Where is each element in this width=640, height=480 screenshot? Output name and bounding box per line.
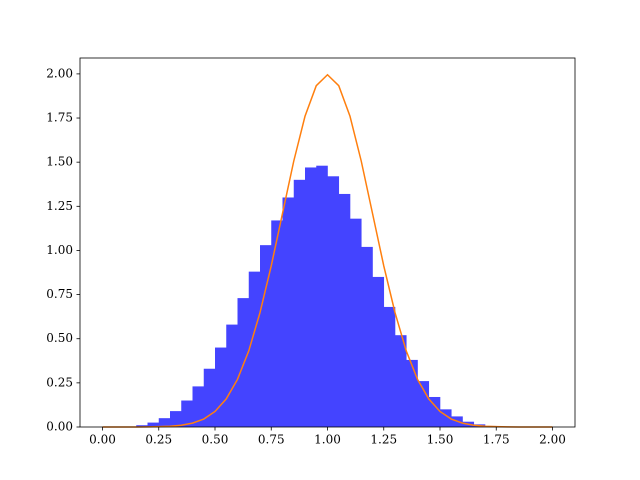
histogram-bar — [406, 359, 418, 427]
histogram-bar — [136, 425, 148, 427]
histogram-bar — [361, 246, 373, 427]
histogram-bar — [170, 411, 182, 427]
x-tick-label: 0.75 — [258, 433, 285, 447]
histogram-bar — [215, 347, 227, 427]
histogram-bar — [440, 409, 452, 427]
histogram-bar — [338, 193, 351, 427]
histogram-bar — [395, 335, 407, 427]
y-tick-label: 1.25 — [46, 199, 73, 213]
histogram-bar — [203, 368, 216, 427]
y-tick-label: 1.50 — [46, 155, 73, 169]
histogram-bar — [181, 400, 193, 427]
x-tick-label: 0.00 — [89, 433, 116, 447]
histogram-bar — [260, 245, 272, 427]
x-tick-label: 1.25 — [370, 433, 397, 447]
histogram-bar — [271, 220, 283, 427]
histogram-bar — [372, 276, 385, 427]
x-tick-label: 0.50 — [202, 433, 229, 447]
y-tick-label: 1.75 — [46, 111, 73, 125]
histogram-bar — [327, 176, 340, 427]
histogram-bar — [428, 396, 441, 427]
y-tick-label: 2.00 — [46, 66, 73, 80]
histogram-bar — [350, 218, 362, 427]
histogram-bar — [282, 197, 295, 427]
histogram-bar — [192, 386, 205, 427]
x-tick-label: 0.25 — [145, 433, 172, 447]
y-tick-label: 0.25 — [46, 375, 73, 389]
y-tick-label: 0.50 — [46, 331, 73, 345]
y-tick-label: 0.00 — [46, 420, 73, 434]
histogram-bar — [158, 418, 171, 427]
histogram-bar — [237, 298, 250, 427]
histogram-bar — [226, 324, 238, 427]
histogram-bar — [248, 271, 261, 427]
histogram-bar — [417, 381, 430, 427]
y-tick-label: 0.75 — [46, 287, 73, 301]
histogram-bar — [316, 165, 328, 428]
x-tick-label: 1.75 — [483, 433, 510, 447]
histogram-bar — [293, 179, 306, 427]
line — [102, 73, 553, 428]
histogram-bar — [147, 422, 160, 427]
x-tick-label: 1.50 — [427, 433, 454, 447]
x-tick-label: 1.00 — [314, 433, 341, 447]
x-tick-label: 2.00 — [539, 433, 566, 447]
histogram-bar — [305, 167, 317, 427]
y-tick-label: 1.00 — [46, 243, 73, 257]
histogram-bar — [383, 306, 396, 427]
